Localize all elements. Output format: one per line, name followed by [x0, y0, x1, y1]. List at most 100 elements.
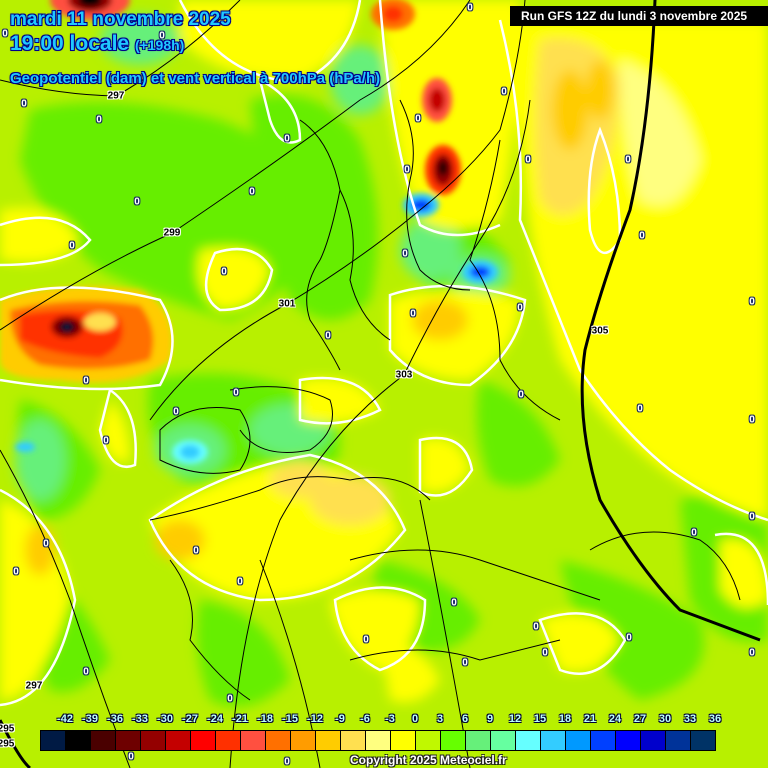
run-info-text: Run GFS 12Z du lundi 3 novembre 2025	[521, 9, 748, 23]
zero-label: 0	[13, 566, 19, 578]
forecast-time: 19:00 locale (+198h)	[10, 32, 184, 56]
legend-tick: 0	[411, 713, 419, 725]
zero-label: 0	[284, 133, 290, 145]
zero-label: 0	[96, 114, 102, 126]
legend-tick: 33	[683, 713, 697, 725]
zero-label: 0	[637, 403, 643, 415]
zero-label: 0	[284, 756, 290, 768]
legend-tick: 27	[633, 713, 647, 725]
legend-tick: -18	[257, 713, 273, 725]
zero-label: 0	[221, 266, 227, 278]
geopotential-label: 295	[0, 723, 15, 735]
zero-label: 0	[404, 164, 410, 176]
legend-tick: 6	[461, 713, 469, 725]
legend-tick-labels: -42 -39 -36 -33 -30 -27 -24 -21 -18 -15 -12 -9 -6 -3 0…	[0, 713, 768, 727]
legend-swatch	[541, 731, 566, 750]
zero-label: 0	[363, 634, 369, 646]
zero-label: 0	[501, 86, 507, 98]
zero-label: 0	[525, 154, 531, 166]
zero-label: 0	[749, 414, 755, 426]
copyright: Copyright 2025 Meteociel.fr	[350, 753, 507, 767]
legend-swatch	[66, 731, 91, 750]
zero-label: 0	[233, 387, 239, 399]
field-extremes	[0, 0, 498, 464]
zero-label: 0	[227, 693, 233, 705]
legend-tick: -39	[82, 713, 98, 725]
zero-label: 0	[325, 330, 331, 342]
legend-tick: -27	[182, 713, 198, 725]
zero-label: 0	[2, 28, 8, 40]
legend-tick: -12	[307, 713, 323, 725]
zero-label: 0	[467, 2, 473, 14]
zero-label: 0	[462, 657, 468, 669]
legend-swatch	[291, 731, 316, 750]
zero-label: 0	[517, 302, 523, 314]
zero-label: 0	[134, 196, 140, 208]
legend-tick: 24	[608, 713, 622, 725]
zero-label: 0	[128, 751, 134, 763]
zero-label: 0	[237, 576, 243, 588]
legend-swatch	[416, 731, 441, 750]
run-info-box: Run GFS 12Z du lundi 3 novembre 2025	[510, 6, 768, 26]
legend-tick: 12	[508, 713, 522, 725]
geopotential-label: 303	[395, 369, 413, 381]
legend-swatch	[516, 731, 541, 750]
legend-swatch	[316, 731, 341, 750]
zero-label: 0	[21, 98, 27, 110]
geopotential-295-contour	[0, 719, 32, 768]
geopotential-label: 297	[107, 90, 125, 102]
forecast-local-time: 19:00 locale	[10, 32, 130, 55]
legend-tick: -21	[232, 713, 248, 725]
zero-label: 0	[691, 527, 697, 539]
geopotential-label: 299	[163, 227, 181, 239]
zero-label: 0	[415, 113, 421, 125]
parameter-title: Geopotentiel (dam) et vent vertical à 70…	[10, 70, 381, 87]
zero-label: 0	[249, 186, 255, 198]
zero-label: 0	[173, 406, 179, 418]
legend-swatch	[491, 731, 516, 750]
legend-tick: 15	[533, 713, 547, 725]
legend-swatch	[116, 731, 141, 750]
legend-swatch	[91, 731, 116, 750]
legend-tick: 3	[436, 713, 444, 725]
zero-label: 0	[451, 597, 457, 609]
geopotential-label: 305	[591, 325, 609, 337]
legend-tick: -36	[107, 713, 123, 725]
legend-swatch	[191, 731, 216, 750]
legend-swatch	[216, 731, 241, 750]
legend-swatch	[166, 731, 191, 750]
legend-swatch	[591, 731, 616, 750]
legend-tick: -33	[132, 713, 148, 725]
zero-label: 0	[749, 511, 755, 523]
coastlines	[149, 99, 741, 701]
legend-tick: -9	[335, 713, 345, 725]
legend-tick: -30	[157, 713, 173, 725]
legend-swatch	[141, 731, 166, 750]
legend-tick: 9	[486, 713, 494, 725]
geopotential-305-contour	[580, 0, 761, 642]
zero-label: 0	[402, 248, 408, 260]
zero-label: 0	[518, 389, 524, 401]
legend-tick: -24	[207, 713, 223, 725]
zero-label: 0	[43, 538, 49, 550]
legend-tick: 18	[558, 713, 572, 725]
legend-tick: -3	[385, 713, 395, 725]
legend-swatch	[391, 731, 416, 750]
zero-label: 0	[83, 375, 89, 387]
legend-tick: 21	[583, 713, 597, 725]
zero-label: 0	[639, 230, 645, 242]
zero-label: 0	[533, 621, 539, 633]
legend-tick: -15	[282, 713, 298, 725]
legend-swatch	[266, 731, 291, 750]
legend-swatch	[466, 731, 491, 750]
geopotential-contours	[0, 0, 531, 768]
legend-swatch	[566, 731, 591, 750]
geopotential-label: 297	[25, 680, 43, 692]
lead-time: (+198h)	[134, 37, 185, 53]
forecast-date: mardi 11 novembre 2025	[10, 9, 231, 30]
legend-swatch	[616, 731, 641, 750]
zero-contours	[0, 0, 768, 707]
legend-swatch	[366, 731, 391, 750]
legend-tick: 36	[708, 713, 722, 725]
